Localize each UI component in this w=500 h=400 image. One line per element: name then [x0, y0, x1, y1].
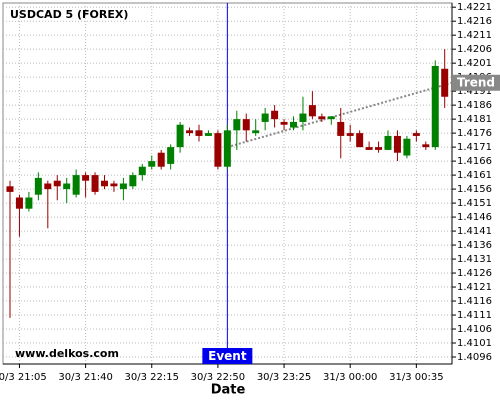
y-tick-label: 1.4141 — [457, 226, 492, 237]
y-tick-label: 1.4211 — [457, 30, 492, 41]
y-tick-label: 1.4116 — [457, 296, 492, 307]
x-tick-label: 30/3 23:25 — [257, 372, 311, 383]
candle-body — [252, 130, 260, 134]
y-tick-label: 1.4161 — [457, 170, 492, 181]
y-tick-label: 1.4181 — [457, 114, 492, 125]
trend-label-box — [452, 74, 500, 91]
candle-body — [384, 135, 392, 150]
candle-body — [157, 152, 165, 167]
candle-body — [214, 133, 222, 167]
candle-body — [271, 110, 279, 120]
x-tick-label: 30/3 21:05 — [0, 372, 47, 383]
candle-body — [15, 197, 23, 209]
candle-body — [25, 197, 33, 209]
candle-body — [422, 144, 430, 148]
y-tick-label: 1.4216 — [457, 16, 492, 27]
candle-body — [242, 119, 250, 131]
y-tick-label: 1.4166 — [457, 156, 492, 167]
y-tick-label: 1.4191 — [457, 86, 492, 97]
x-tick-label: 30/3 22:50 — [191, 372, 245, 383]
candle-body — [318, 116, 326, 120]
candle-body — [393, 135, 401, 153]
y-tick-label: 1.4146 — [457, 212, 492, 223]
candle-body — [129, 175, 137, 187]
trend-line — [227, 81, 453, 149]
x-axis-title: Date — [211, 383, 246, 398]
candle-body — [365, 147, 373, 150]
candle-body — [223, 130, 231, 167]
x-tick-label: 31/3 00:35 — [389, 372, 443, 383]
candle-body — [375, 147, 383, 150]
y-tick-label: 1.4156 — [457, 184, 492, 195]
candle-body — [6, 186, 14, 192]
y-tick-label: 1.4111 — [457, 310, 492, 321]
candle-body — [34, 177, 42, 195]
y-tick-label: 1.4221 — [457, 2, 492, 13]
candle-body — [91, 175, 99, 192]
candle-body — [53, 180, 61, 187]
candle-body — [280, 121, 288, 125]
chart-title: USDCAD 5 (FOREX) — [10, 8, 128, 21]
candle-body — [261, 113, 269, 122]
candle-body — [290, 121, 297, 128]
y-tick-label: 1.4096 — [457, 352, 492, 363]
y-tick-label: 1.4106 — [457, 324, 492, 335]
y-tick-label: 1.4201 — [457, 58, 492, 69]
event-label-box — [202, 348, 253, 364]
y-tick-label: 1.4186 — [457, 100, 492, 111]
candle-body — [299, 113, 307, 122]
candle-body — [356, 133, 364, 148]
candle-body — [431, 65, 439, 148]
trend-label: Trend — [457, 75, 495, 89]
candle-body — [110, 183, 118, 187]
candle-body — [63, 183, 71, 190]
event-label: Event — [208, 349, 247, 363]
y-tick-label: 1.4151 — [457, 198, 492, 209]
candle-body — [138, 166, 146, 176]
y-tick-label: 1.4206 — [457, 44, 492, 55]
candle-body — [204, 133, 212, 136]
candle-body — [412, 133, 420, 136]
candle-body — [233, 119, 241, 131]
y-tick-label: 1.4176 — [457, 128, 492, 139]
candle-body — [167, 147, 175, 164]
candle-body — [403, 138, 411, 156]
y-tick-label: 1.4136 — [457, 240, 492, 251]
candle-body — [82, 175, 90, 181]
candle-body — [72, 175, 80, 195]
x-tick-label: 30/3 21:40 — [58, 372, 112, 383]
x-tick-label: 31/3 00:00 — [323, 372, 377, 383]
candle-body — [441, 68, 449, 97]
candle-body — [346, 133, 354, 136]
candle-body — [337, 121, 345, 136]
candle-body — [148, 161, 156, 167]
y-tick-label: 1.4121 — [457, 282, 492, 293]
watermark: www.delkos.com — [15, 347, 119, 360]
y-tick-label: 1.4126 — [457, 268, 492, 279]
candle-body — [186, 130, 194, 134]
y-tick-label: 1.4171 — [457, 142, 492, 153]
candle-body — [119, 183, 127, 190]
candle-body — [327, 116, 335, 120]
y-tick-label: 1.4131 — [457, 254, 492, 265]
y-tick-label: 1.4101 — [457, 338, 492, 349]
candle-body — [101, 180, 108, 187]
x-tick-label: 30/3 22:15 — [125, 372, 179, 383]
candle-body — [308, 105, 316, 117]
candle-body — [176, 124, 184, 148]
candle-body — [195, 130, 203, 136]
candle-body — [44, 183, 52, 190]
